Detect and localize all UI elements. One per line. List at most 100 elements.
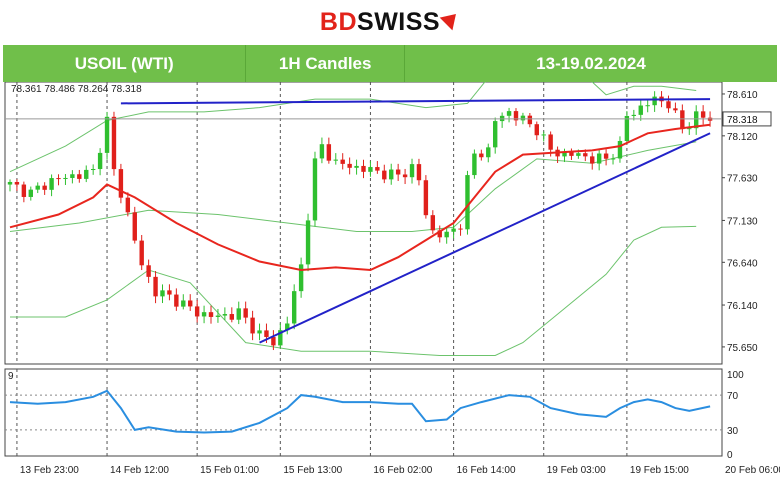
last-price-box — [722, 111, 772, 127]
candle-body — [479, 153, 484, 158]
price-chart: 78.610 78.120 77.630 77.130 76.640 76.140 75.6… — [4, 82, 780, 476]
timeframe-label: 1H Candles — [246, 45, 405, 82]
candle-body — [118, 169, 124, 198]
x-tick-label: 15 Feb 13:00 — [283, 465, 342, 476]
candle-body — [437, 230, 442, 238]
candle-body — [409, 164, 415, 178]
x-tick-label: 16 Feb 02:00 — [373, 465, 432, 476]
candle-body — [132, 212, 137, 241]
y-tick-label: 77.130 — [727, 216, 758, 227]
candle-body — [250, 317, 255, 334]
candle-body — [319, 144, 325, 159]
candle-body — [402, 174, 408, 178]
candle-body — [264, 330, 269, 337]
candle-body — [278, 330, 283, 346]
candle-body — [617, 140, 623, 159]
instrument-label: USOIL (WTI) — [3, 45, 247, 82]
candle-body — [160, 290, 165, 297]
candle-body — [389, 169, 394, 180]
support-trendline — [259, 132, 711, 344]
candle-body — [354, 165, 359, 168]
candle-body — [569, 152, 574, 156]
candle-body — [236, 308, 241, 320]
main-plot-frame — [4, 82, 723, 365]
candle-body — [35, 185, 40, 190]
candle-body — [347, 163, 352, 168]
candle-body — [28, 189, 33, 197]
candle-body — [7, 181, 13, 185]
candle-body — [361, 165, 366, 172]
candle-body — [49, 178, 54, 190]
candle-body — [472, 153, 477, 176]
candle-body — [666, 101, 671, 109]
candle-body — [652, 96, 657, 106]
candle-body — [687, 128, 692, 130]
candle-body — [229, 314, 235, 320]
candle-body — [42, 185, 47, 190]
candle-body — [596, 153, 602, 164]
candle-body — [458, 228, 463, 230]
oscillator-y-tick-label: 70 — [727, 391, 739, 402]
candle-body — [430, 215, 436, 231]
y-tick-label: 75.650 — [727, 343, 758, 354]
candle-body — [506, 111, 512, 116]
candle-body — [312, 158, 318, 221]
y-tick-label: 76.140 — [727, 301, 758, 312]
candle-body — [21, 184, 27, 197]
x-tick-label: 16 Feb 14:00 — [457, 465, 516, 476]
candle-body — [576, 153, 581, 156]
candle-body — [395, 169, 401, 175]
candle-body — [201, 312, 207, 317]
candle-body — [291, 291, 297, 324]
oscillator-y-tick-label: 100 — [727, 370, 744, 381]
x-tick-label: 15 Feb 01:00 — [200, 465, 259, 476]
candle-body — [513, 111, 519, 121]
bollinger-upper-band — [9, 82, 697, 173]
x-tick-label: 13 Feb 23:00 — [20, 465, 79, 476]
last-price-label: 78.318 — [727, 115, 758, 126]
brand-swiss: SWISS — [357, 7, 441, 36]
oscillator-label: 9 — [8, 371, 14, 382]
candle-body — [188, 300, 193, 307]
candle-body — [610, 158, 616, 160]
candle-body — [583, 153, 588, 157]
candle-body — [527, 115, 533, 125]
candle-body — [326, 144, 332, 161]
candle-body — [465, 175, 470, 230]
period-label: 13-19.02.2024 — [536, 53, 646, 73]
candle-body — [333, 159, 338, 161]
candle-body — [14, 181, 20, 185]
candle-body — [375, 167, 380, 171]
chart-header: USOIL (WTI) 1H Candles 13-19.02.2024 — [3, 45, 777, 82]
candle-body — [603, 153, 609, 159]
candle-body — [174, 294, 179, 307]
candle-body — [416, 164, 422, 181]
candle-body — [70, 174, 75, 178]
brand-arrow-icon — [439, 7, 463, 31]
candle-body — [624, 115, 630, 141]
candle-body — [181, 300, 186, 307]
candle-body — [215, 315, 221, 317]
candle-body — [700, 111, 706, 118]
candle-body — [486, 147, 491, 158]
candle-body — [631, 114, 637, 116]
y-tick-label: 78.120 — [727, 132, 758, 143]
x-tick-label: 19 Feb 15:00 — [630, 465, 689, 476]
y-tick-label: 78.610 — [727, 90, 758, 101]
candle-body — [222, 314, 228, 316]
candle-body — [541, 134, 546, 136]
bollinger-lower-band — [10, 225, 697, 356]
candle-body — [444, 231, 449, 238]
candle-body — [492, 121, 498, 148]
candle-body — [534, 124, 539, 136]
candle-body — [104, 116, 110, 153]
candle-body — [146, 265, 151, 277]
candle-body — [208, 312, 214, 317]
candle-body — [694, 111, 699, 129]
candle-body — [153, 276, 158, 297]
candle-body — [139, 240, 144, 266]
candle-body — [111, 116, 117, 170]
brand-bd: BD — [319, 7, 358, 36]
candle-body — [590, 156, 595, 164]
candle-body — [56, 178, 61, 180]
